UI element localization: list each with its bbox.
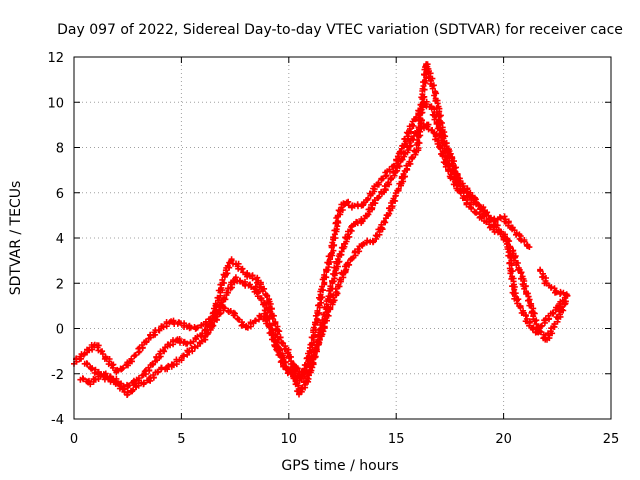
x-tick-label: 5: [177, 432, 185, 447]
chart-title: Day 097 of 2022, Sidereal Day-to-day VTE…: [57, 22, 623, 38]
y-axis-label: SDTVAR / TECUs: [8, 181, 24, 296]
x-tick-label: 25: [603, 432, 620, 447]
y-tick-label: 0: [56, 323, 64, 338]
ticks: 0 5 10 15 20 25 -4 -2 0 2 4 6 8 10 12: [47, 51, 619, 447]
y-tick-label: 12: [47, 51, 64, 66]
y-tick-label: -2: [51, 368, 64, 383]
y-tick-label: 4: [56, 232, 64, 247]
y-tick-label: 10: [47, 96, 64, 111]
y-tick-label: 6: [56, 187, 64, 202]
series-track-3: [81, 61, 571, 398]
x-tick-label: 20: [495, 432, 512, 447]
series-track-2: [77, 121, 569, 398]
x-tick-label: 15: [388, 432, 405, 447]
data-points: [71, 61, 571, 398]
point-markers: [81, 61, 571, 398]
x-tick-label: 10: [281, 432, 298, 447]
x-axis-label: GPS time / hours: [281, 458, 398, 474]
y-tick-label: -4: [51, 413, 64, 428]
y-tick-label: 8: [56, 142, 64, 157]
y-tick-label: 2: [56, 277, 64, 292]
x-tick-label: 0: [70, 432, 78, 447]
point-markers: [77, 121, 569, 398]
series-track-1: [71, 98, 533, 387]
point-markers: [71, 98, 533, 387]
